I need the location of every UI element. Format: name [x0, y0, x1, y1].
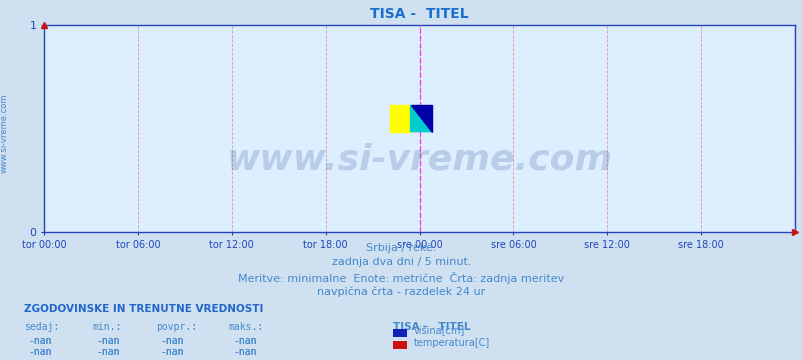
Text: -nan: -nan: [28, 347, 51, 357]
Text: -nan: -nan: [28, 336, 51, 346]
Text: -nan: -nan: [28, 347, 51, 357]
Text: -nan: -nan: [96, 347, 119, 357]
Text: maks.:: maks.:: [229, 322, 264, 332]
Polygon shape: [410, 105, 431, 132]
Text: -nan: -nan: [96, 336, 119, 346]
Text: Srbija / reke.: Srbija / reke.: [366, 243, 436, 253]
Text: www.si-vreme.com: www.si-vreme.com: [226, 143, 612, 177]
Text: povpr.:: povpr.:: [156, 322, 197, 332]
Text: višina[cm]: višina[cm]: [413, 326, 464, 336]
Text: -nan: -nan: [160, 347, 184, 357]
Text: -nan: -nan: [233, 336, 256, 346]
Text: -nan: -nan: [96, 336, 119, 346]
Text: -nan: -nan: [28, 336, 51, 346]
Text: -nan: -nan: [96, 347, 119, 357]
Text: ZGODOVINSKE IN TRENUTNE VREDNOSTI: ZGODOVINSKE IN TRENUTNE VREDNOSTI: [24, 304, 263, 314]
Title: TISA -  TITEL: TISA - TITEL: [370, 7, 468, 21]
Text: -nan: -nan: [160, 336, 184, 346]
Text: -nan: -nan: [160, 347, 184, 357]
Text: TISA -   TITEL: TISA - TITEL: [393, 322, 471, 332]
Text: sedaj:: sedaj:: [24, 322, 59, 332]
Text: temperatura[C]: temperatura[C]: [413, 338, 489, 348]
Text: -nan: -nan: [233, 347, 256, 357]
Text: -nan: -nan: [233, 336, 256, 346]
Text: navpična črta - razdelek 24 ur: navpična črta - razdelek 24 ur: [317, 286, 485, 297]
Text: www.si-vreme.com: www.si-vreme.com: [0, 94, 9, 173]
Text: Meritve: minimalne  Enote: metrične  Črta: zadnja meritev: Meritve: minimalne Enote: metrične Črta:…: [238, 272, 564, 284]
Text: min.:: min.:: [92, 322, 122, 332]
Bar: [389, 105, 410, 132]
Text: -nan: -nan: [233, 347, 256, 357]
Text: zadnja dva dni / 5 minut.: zadnja dva dni / 5 minut.: [331, 257, 471, 267]
Text: -nan: -nan: [160, 336, 184, 346]
Polygon shape: [410, 105, 431, 132]
